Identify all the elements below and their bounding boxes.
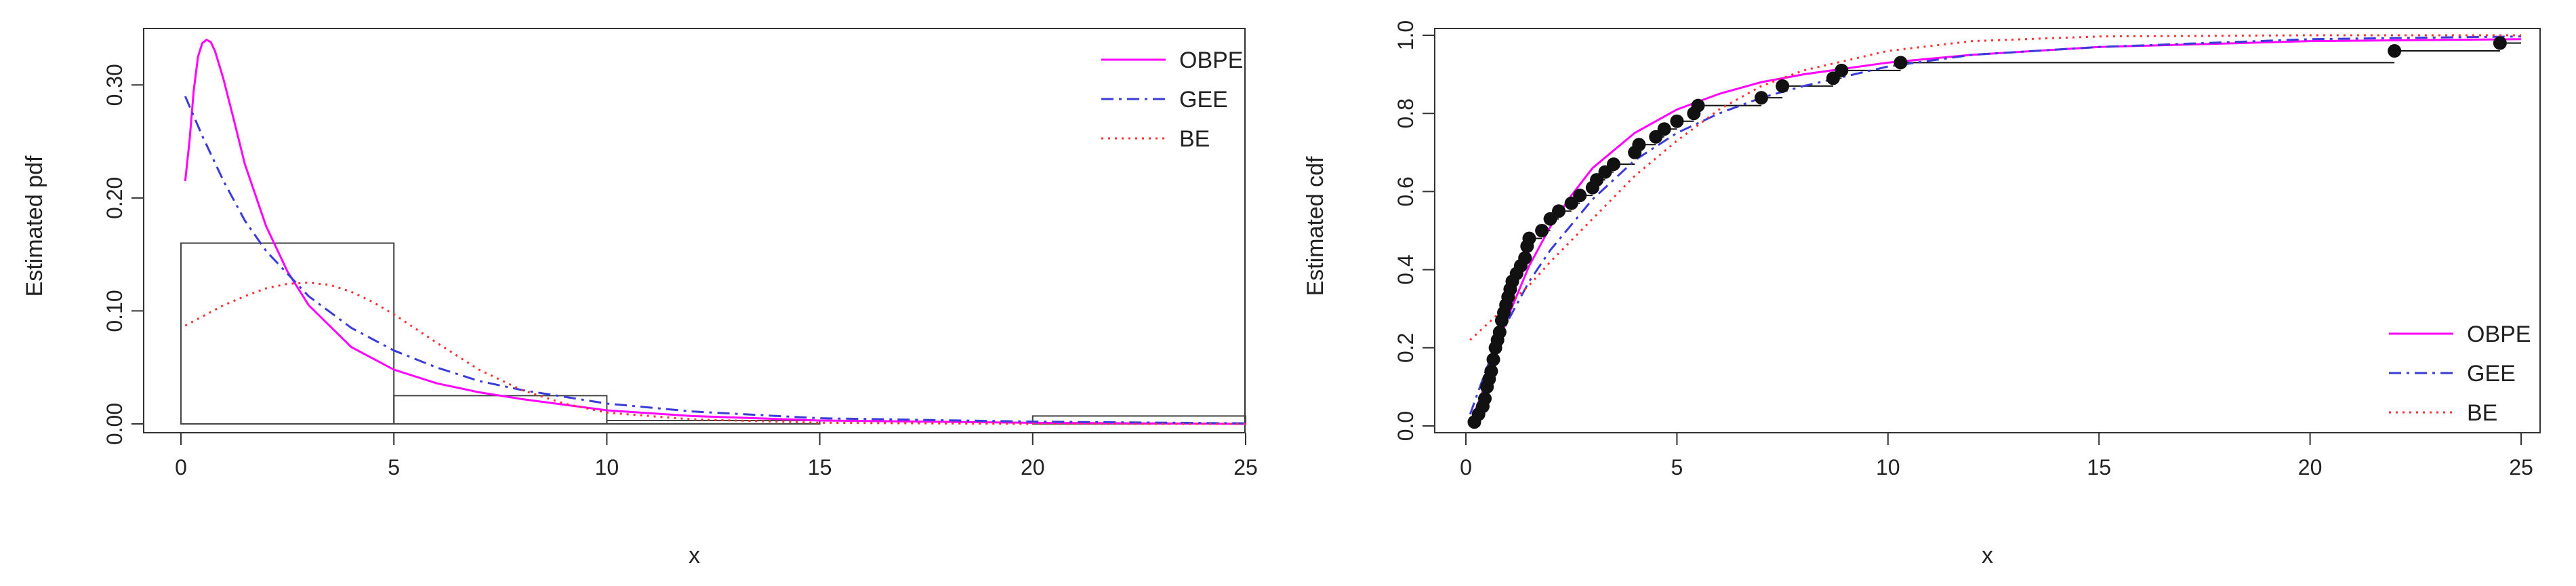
histogram-bar — [393, 395, 608, 425]
ecdf-point — [1522, 231, 1536, 246]
ecdf-point — [1573, 189, 1587, 203]
ecdf-point — [2493, 36, 2507, 50]
ecdf-point — [1478, 391, 1492, 406]
cdf-panel: 0 5 10 15 20 25 0.0 0.2 0.4 0.6 0.8 1.0 x Estimated c… — [1303, 20, 2541, 568]
x-tick-label: 5 — [1671, 455, 1683, 480]
pdf-panel: 0 5 10 15 20 25 0.00 0.10 0.20 0.30 x Estimated pdf… — [22, 28, 1258, 568]
ecdf-point — [1754, 91, 1768, 105]
ecdf-point — [1518, 251, 1532, 265]
y-tick-label: 1.0 — [1393, 20, 1418, 50]
x-tick-label: 15 — [808, 455, 832, 480]
ecdf-point — [1606, 157, 1620, 172]
ecdf-step-line — [1474, 42, 2521, 423]
histogram-bar — [606, 420, 821, 425]
ecdf-point — [1670, 114, 1684, 128]
x-axis-label: x — [1982, 543, 1993, 568]
x-axis-label: x — [689, 543, 700, 568]
legend-label-gee: GEE — [1179, 87, 1228, 113]
x-tick-label: 5 — [388, 455, 400, 480]
series-line-be — [184, 281, 1246, 425]
y-tick-label: 0.0 — [1393, 411, 1418, 441]
x-tick-label: 15 — [2087, 455, 2111, 480]
x-tick-label: 0 — [1460, 455, 1472, 480]
legend-label-gee: GEE — [2467, 361, 2516, 387]
y-tick-label: 0.00 — [102, 403, 127, 445]
y-tick-label: 0.2 — [1393, 333, 1418, 363]
ecdf-point — [1835, 63, 1849, 77]
ecdf-point — [1776, 79, 1790, 93]
ecdf-point — [1486, 353, 1500, 367]
y-tick-label: 0.10 — [102, 290, 127, 332]
series-line-gee — [184, 96, 1246, 425]
x-tick-label: 20 — [1021, 455, 1045, 480]
y-tick-label: 0.8 — [1393, 98, 1418, 128]
legend-label-obpe: OBPE — [1179, 47, 1243, 73]
x-tick-label: 20 — [2298, 455, 2323, 480]
ecdf-point — [1657, 122, 1671, 136]
histogram-bar — [180, 242, 395, 425]
series-line-obpe — [1469, 38, 2522, 423]
ecdf-point — [1691, 98, 1705, 113]
x-tick-label: 10 — [595, 455, 619, 480]
y-axis-label: Estimated pdf — [22, 155, 47, 296]
ecdf-point — [2388, 44, 2402, 58]
x-tick-label: 0 — [175, 455, 187, 480]
x-tick-label: 10 — [1876, 455, 1900, 480]
legend-label-be: BE — [1179, 126, 1210, 152]
x-tick-label: 25 — [2509, 455, 2533, 480]
y-tick-label: 0.4 — [1393, 254, 1418, 284]
y-tick-label: 0.6 — [1393, 176, 1418, 206]
ecdf-point — [1632, 138, 1646, 152]
y-axis-label: Estimated cdf — [1303, 156, 1328, 296]
ecdf-point — [1484, 364, 1498, 378]
legend-label-obpe: OBPE — [2467, 321, 2531, 347]
plot-frame — [143, 28, 1246, 433]
ecdf-point — [1894, 56, 1908, 70]
series-line-gee — [1469, 35, 2522, 415]
series-line-be — [1469, 34, 2521, 341]
series-line-obpe — [184, 38, 1246, 425]
plot-frame — [1434, 28, 2541, 433]
ecdf-point — [1552, 204, 1566, 218]
y-tick-label: 0.30 — [102, 64, 127, 106]
x-tick-label: 25 — [1233, 455, 1258, 480]
y-tick-label: 0.20 — [102, 177, 127, 219]
ecdf-point — [1535, 224, 1549, 237]
legend-label-be: BE — [2467, 400, 2497, 426]
ecdf-point — [1492, 325, 1507, 339]
